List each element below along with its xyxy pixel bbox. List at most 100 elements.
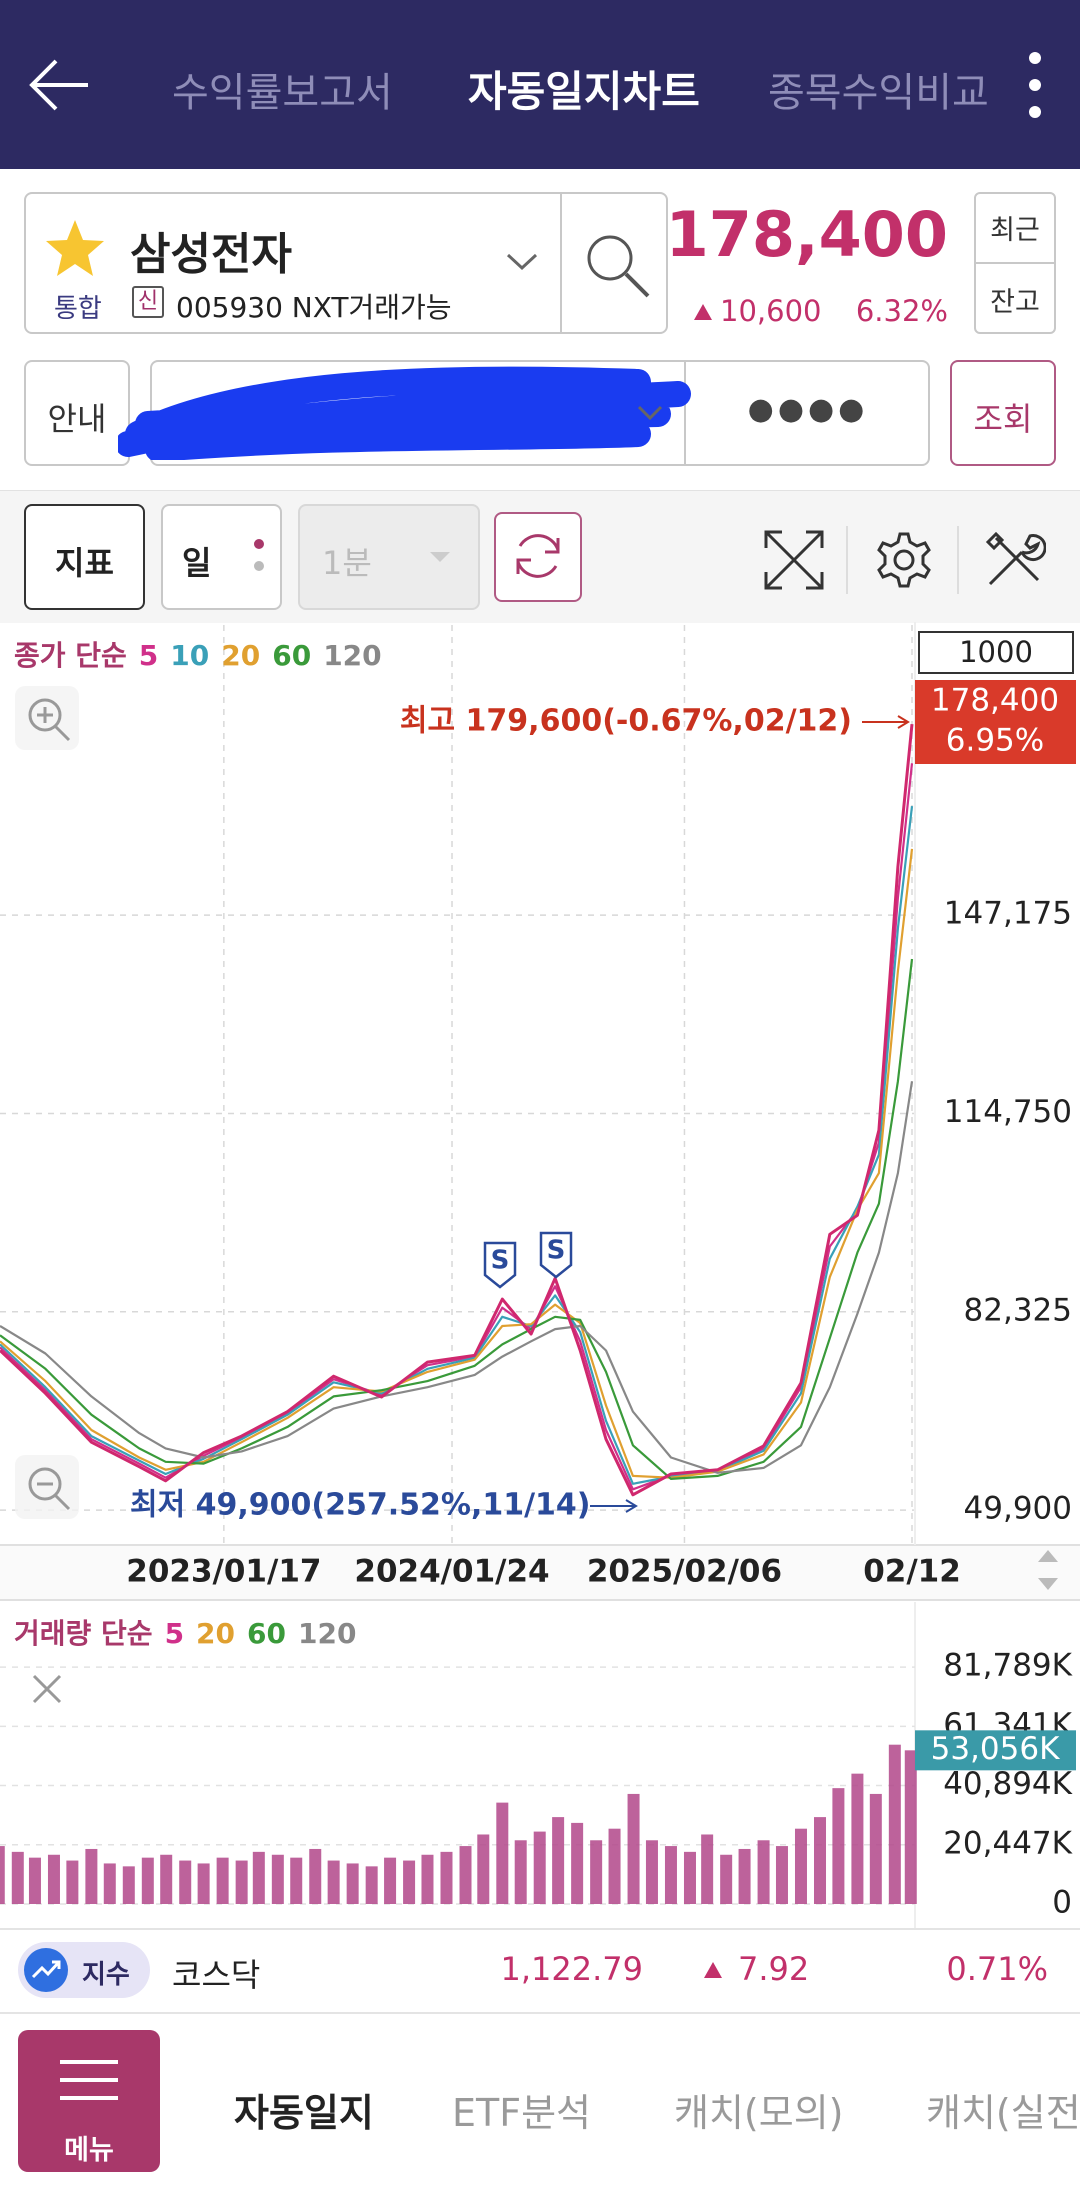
price-chart: 49,900 82,325 114,750 147,175 2023/01/17 2024… — [0, 622, 1080, 1601]
x-tick-label: 2024/01/24 — [354, 1554, 549, 1590]
settings-button[interactable] — [872, 528, 936, 592]
guide-button[interactable] — [24, 360, 130, 466]
password-field[interactable]: ●●●● — [747, 392, 869, 427]
menu-button[interactable] — [18, 2030, 160, 2172]
period-button[interactable] — [161, 504, 282, 610]
fullscreen-button[interactable] — [762, 528, 826, 592]
x-axis-band — [0, 1545, 1080, 1600]
signal-marker — [483, 1241, 517, 1289]
tab[interactable]: 종목수익비교 — [768, 70, 989, 116]
zoom-icon — [28, 1467, 62, 1501]
volume-bar — [814, 1817, 827, 1904]
volume-bar — [664, 1846, 677, 1904]
close-icon — [32, 1674, 62, 1704]
search-icon[interactable] — [582, 230, 652, 300]
volume-bar — [235, 1860, 248, 1904]
volume-bar — [122, 1866, 135, 1904]
y-tick-label: 82,325 — [964, 1292, 1072, 1328]
index-value: 1,122.79 — [500, 1950, 644, 1988]
indicator-label: 지표 — [55, 544, 114, 582]
high-annotation: 최고 179,600(-0.67%,02/12) — [400, 704, 852, 739]
back-button[interactable] — [26, 55, 92, 115]
divider — [560, 194, 562, 332]
index-name: 코스닥 — [172, 1956, 261, 1994]
volume-bar — [327, 1860, 340, 1904]
more-button[interactable] — [1020, 50, 1050, 125]
volume-bar — [365, 1866, 378, 1904]
volume-bar — [477, 1834, 490, 1904]
favorite-star[interactable] — [44, 218, 106, 278]
indicator-button[interactable] — [24, 504, 145, 610]
price-line — [0, 723, 914, 1497]
legend-item: 20 — [221, 639, 260, 672]
nav-tab-active[interactable]: 자동일지 — [234, 2091, 374, 2135]
y-tick-label: 0 — [1052, 1885, 1072, 1921]
zoom-icon — [28, 698, 62, 732]
low-annotation: 최저 49,900(257.52%,11/14) — [130, 1488, 591, 1523]
volume-bar — [28, 1857, 41, 1904]
legend-item: 60 — [247, 1617, 286, 1650]
volume-bar — [216, 1857, 229, 1904]
annotation-arrow — [590, 1499, 638, 1513]
volume-bar — [47, 1854, 60, 1904]
zoom-icon — [37, 1482, 71, 1511]
menu-label: 메뉴 — [64, 2135, 114, 2166]
volume-bar — [179, 1860, 192, 1904]
recent-button[interactable]: 최근 — [990, 215, 1040, 246]
volume-bar — [720, 1854, 733, 1904]
period-label: 일 — [182, 544, 212, 582]
divider — [684, 362, 686, 464]
up-arrow — [704, 1962, 722, 1978]
refresh-button[interactable] — [494, 512, 582, 602]
volume-bar — [421, 1854, 434, 1904]
volume-bar — [496, 1802, 509, 1904]
volume-bar — [66, 1860, 79, 1904]
dropdown-chevron[interactable] — [505, 252, 539, 272]
zoom-button-bg — [15, 1455, 79, 1519]
price-change-pct: 6.32% — [855, 294, 948, 328]
ma-line — [0, 1081, 914, 1474]
signal-label: S — [547, 1236, 566, 1266]
price-tag-label: 178,400 — [931, 683, 1059, 719]
legend-item: 60 — [272, 639, 311, 672]
scale-box-label: 1000 — [959, 635, 1033, 669]
volume-bar — [738, 1848, 751, 1904]
y-tick-label: 40,894K — [943, 1766, 1072, 1802]
volume-bar — [552, 1817, 565, 1904]
dropdown-chevron[interactable] — [636, 404, 664, 422]
ma-line — [0, 958, 914, 1481]
volume-bar — [757, 1840, 770, 1904]
volume-bar — [160, 1854, 173, 1904]
tab[interactable]: 수익률보고서 — [172, 70, 393, 116]
query-button[interactable] — [950, 360, 1056, 466]
up-arrow — [694, 304, 712, 320]
legend-item: 10 — [170, 639, 209, 672]
nav-tab[interactable]: 캐치(실전) — [926, 2091, 1080, 2135]
y-tick-label: 49,900 — [964, 1491, 1072, 1527]
volume-bar — [440, 1851, 453, 1904]
legend-title: 거래량 단순 — [14, 1617, 153, 1650]
volume-bar — [141, 1857, 154, 1904]
x-tick-label: 2025/02/06 — [587, 1554, 782, 1590]
balance-button[interactable]: 잔고 — [990, 287, 1040, 318]
volume-bar — [384, 1857, 397, 1904]
volume-bar — [346, 1863, 359, 1904]
tab-active[interactable]: 자동일지차트 — [468, 67, 700, 116]
volume-bar — [645, 1840, 658, 1904]
tools-button[interactable] — [982, 528, 1046, 592]
x-tick-label: 2023/01/17 — [126, 1554, 321, 1590]
index-change: 7.92 — [738, 1950, 810, 1988]
nav-tab[interactable]: 캐치(모의) — [674, 2091, 844, 2135]
zoom-icon — [37, 707, 71, 742]
x-tick-label: 02/12 — [863, 1554, 961, 1590]
index-change-pct: 0.71% — [946, 1950, 1048, 1988]
volume-bar — [252, 1851, 265, 1904]
divider — [846, 526, 848, 594]
legend-item: 120 — [298, 1617, 356, 1650]
index-icon — [24, 1948, 68, 1992]
volume-bar — [590, 1840, 603, 1904]
nav-tab[interactable]: ETF분석 — [452, 2091, 591, 2135]
volume-tag — [915, 1730, 1076, 1771]
